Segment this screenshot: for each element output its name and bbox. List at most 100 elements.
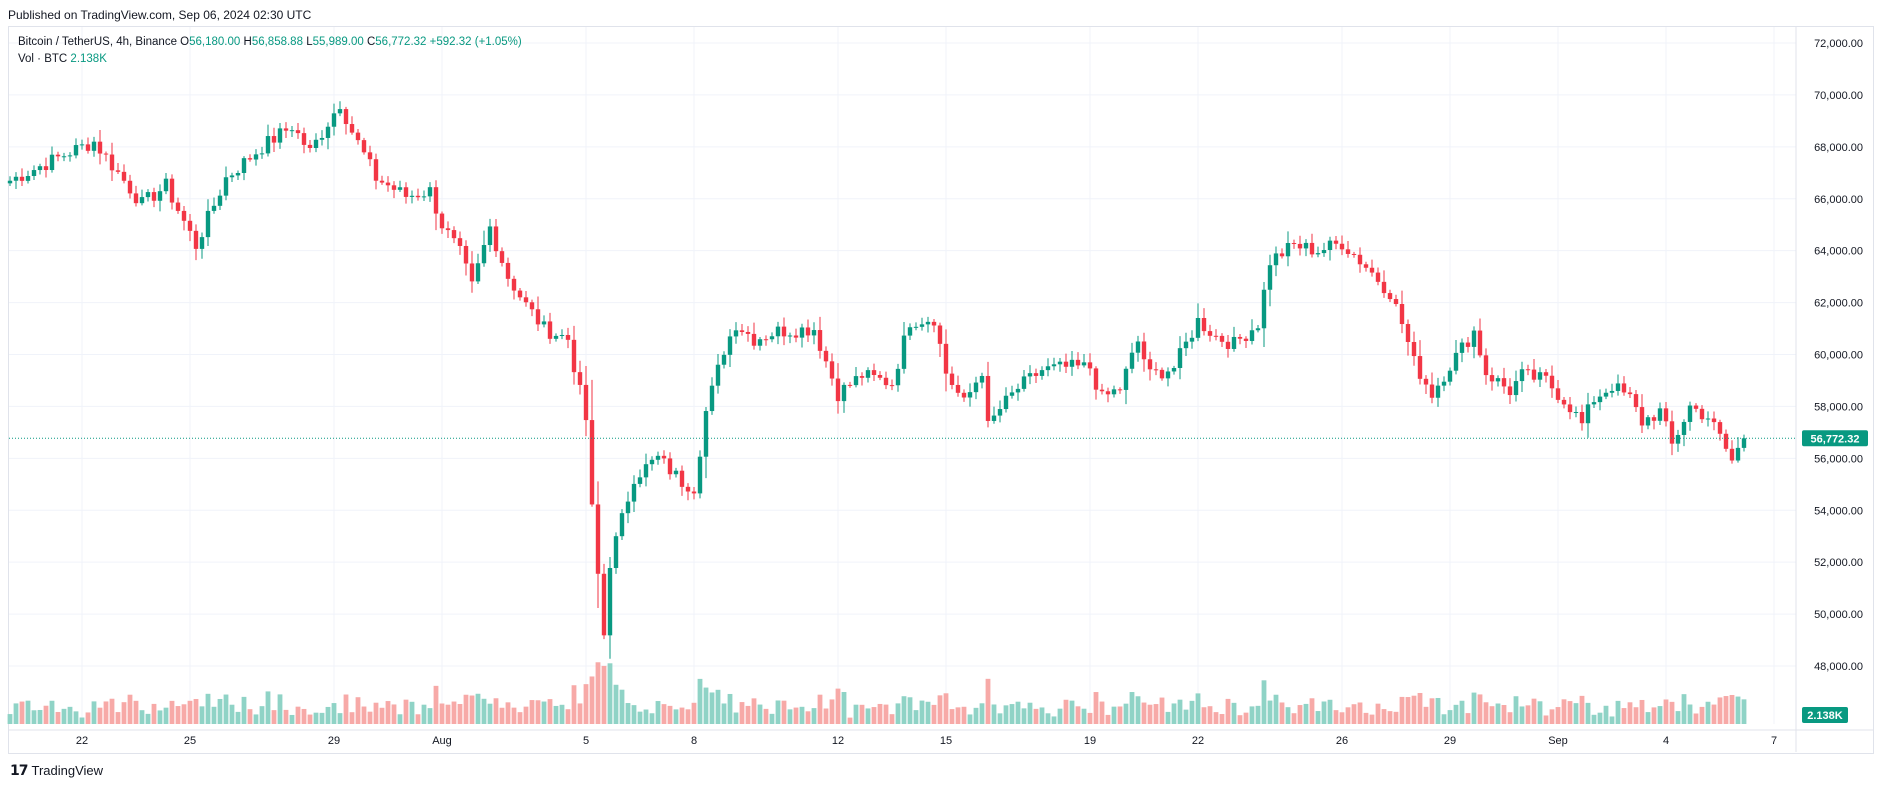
candle-body bbox=[1729, 448, 1735, 461]
candle-body bbox=[1669, 421, 1675, 444]
volume-bar bbox=[1033, 708, 1039, 724]
chart-frame[interactable] bbox=[8, 26, 1874, 754]
volume-bar bbox=[1129, 692, 1135, 724]
volume-bar bbox=[1165, 711, 1171, 724]
candle-body bbox=[679, 470, 685, 487]
volume-bar bbox=[1291, 713, 1297, 724]
candle-body bbox=[1093, 368, 1099, 390]
volume-bar bbox=[1189, 700, 1195, 724]
candle-body bbox=[7, 180, 13, 184]
candle-body bbox=[1477, 330, 1483, 356]
y-tick-label: 48,000.00 bbox=[1814, 661, 1863, 673]
candle-body bbox=[355, 132, 361, 141]
x-tick-label: 29 bbox=[1444, 735, 1456, 747]
volume-bar bbox=[1741, 699, 1747, 724]
candle-body bbox=[1243, 338, 1249, 341]
candle-body bbox=[1621, 383, 1627, 393]
candle-body bbox=[241, 158, 247, 173]
volume-bar bbox=[979, 703, 985, 724]
candle-body bbox=[1057, 361, 1063, 365]
volume-bar bbox=[607, 663, 613, 724]
volume-bar bbox=[421, 704, 427, 724]
candle-body bbox=[1339, 243, 1345, 250]
volume-bar bbox=[1261, 680, 1267, 724]
candle-body bbox=[1159, 369, 1165, 379]
x-tick-label: 19 bbox=[1084, 735, 1096, 747]
candle-body bbox=[997, 409, 1003, 416]
candle-body bbox=[1663, 408, 1669, 422]
volume-bar bbox=[1405, 697, 1411, 724]
candle-body bbox=[97, 141, 103, 154]
candle-body bbox=[13, 176, 19, 181]
volume-bar bbox=[751, 698, 757, 724]
volume-bar bbox=[295, 706, 301, 724]
candle-body bbox=[637, 477, 643, 484]
candle-body bbox=[415, 195, 421, 198]
volume-bar bbox=[1639, 699, 1645, 724]
x-tick-label: 29 bbox=[328, 735, 340, 747]
x-tick-label: 7 bbox=[1771, 735, 1777, 747]
candle-body bbox=[25, 176, 31, 181]
candle-body bbox=[1051, 364, 1057, 367]
volume-bar bbox=[655, 701, 661, 724]
volume-bar bbox=[775, 700, 781, 724]
volume-bar bbox=[1141, 702, 1147, 724]
volume-bar bbox=[985, 678, 991, 724]
x-tick-label: 22 bbox=[76, 735, 88, 747]
candle-body bbox=[1315, 253, 1321, 255]
candle-body bbox=[253, 154, 259, 160]
candle-body bbox=[853, 376, 859, 386]
volume-bar bbox=[163, 707, 169, 724]
candle-body bbox=[1039, 370, 1045, 376]
candle-body bbox=[1309, 242, 1315, 255]
candle-body bbox=[481, 245, 487, 264]
volume-bar bbox=[1717, 697, 1723, 724]
volume-bar bbox=[247, 709, 253, 724]
volume-bar bbox=[61, 708, 67, 724]
volume-bar bbox=[1597, 712, 1603, 724]
volume-bar bbox=[415, 714, 421, 724]
y-tick-label: 66,000.00 bbox=[1814, 194, 1863, 206]
volume-bar bbox=[1081, 708, 1087, 724]
candle-body bbox=[271, 136, 277, 143]
volume-bar bbox=[1021, 708, 1027, 724]
volume-bar bbox=[505, 702, 511, 724]
candle-body bbox=[973, 382, 979, 393]
candle-body bbox=[1651, 417, 1657, 421]
volume-bar bbox=[1159, 697, 1165, 724]
volume-bar bbox=[121, 702, 127, 724]
volume-bar bbox=[937, 695, 943, 724]
candle-body bbox=[691, 491, 697, 494]
volume-bar bbox=[235, 711, 241, 724]
volume-bar bbox=[907, 697, 913, 724]
legend-open-label: O bbox=[180, 36, 190, 48]
volume-bar bbox=[109, 698, 115, 724]
candle-body bbox=[535, 309, 541, 325]
candle-body bbox=[1189, 337, 1195, 342]
volume-bar bbox=[31, 710, 37, 724]
volume-bar bbox=[829, 699, 835, 724]
volume-bar bbox=[1417, 692, 1423, 724]
candle-body bbox=[85, 144, 91, 151]
candle-body bbox=[1285, 243, 1291, 257]
candle-body bbox=[571, 339, 577, 373]
candle-body bbox=[847, 384, 853, 386]
volume-bar bbox=[919, 700, 925, 724]
candle-body bbox=[1585, 404, 1591, 424]
candle-body bbox=[655, 455, 661, 460]
candle-body bbox=[1657, 408, 1663, 421]
candle-body bbox=[457, 238, 463, 246]
candle-body bbox=[1333, 240, 1339, 244]
candle-body bbox=[1123, 368, 1129, 390]
volume-bar bbox=[1585, 702, 1591, 724]
candle-body bbox=[175, 202, 181, 211]
volume-bar bbox=[187, 700, 193, 724]
candle-body bbox=[793, 335, 799, 338]
legend-close-label: C bbox=[366, 36, 376, 48]
volume-bar bbox=[1723, 696, 1729, 724]
y-tick-label: 64,000.00 bbox=[1814, 246, 1863, 258]
volume-bar bbox=[853, 704, 859, 724]
tradingview-logo-icon: 𝟭𝟳 bbox=[10, 762, 29, 778]
candle-body bbox=[43, 166, 49, 171]
